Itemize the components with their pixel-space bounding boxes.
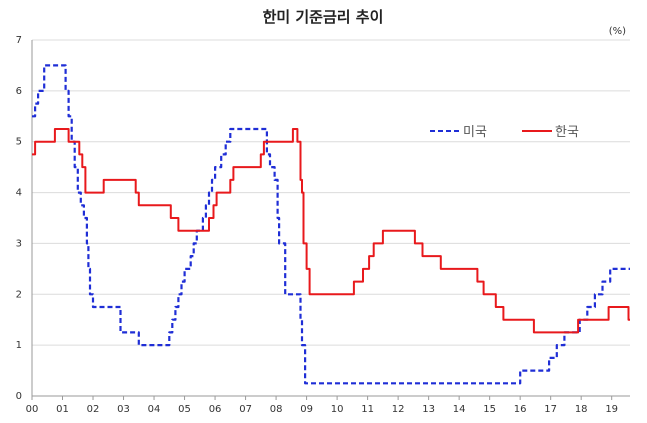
x-tick-label: 18 [575,404,588,415]
x-tick-label: 17 [544,404,557,415]
series-lines [32,64,630,385]
y-tick-labels: 0 1 2 3 4 5 6 7 [16,35,22,402]
x-tick-label: 04 [148,404,161,415]
x-tick-label: 12 [392,404,405,415]
series-line-korea [32,128,630,334]
legend-label: 미국 [463,125,487,140]
x-tick-label: 15 [483,404,496,415]
x-tick-labels: 00 01 02 03 04 05 06 07 08 09 10 11 12 13 14 15 16 17 18 19 [26,404,618,415]
x-tick-label: 10 [331,404,344,415]
legend-label: 한국 [555,125,579,140]
x-tick-label: 07 [239,404,252,415]
grid-lines [32,39,630,346]
x-tick-label: 02 [87,404,100,415]
y-tick-label: 1 [16,340,22,351]
x-tick-label: 06 [209,404,222,415]
unit-label: (%) [609,26,626,37]
x-tick-label: 00 [26,404,39,415]
x-tick-label: 08 [270,404,283,415]
legend: 미국 한국 [430,125,579,140]
x-tick-label: 16 [514,404,527,415]
x-tick-label: 19 [605,404,618,415]
x-tick-label: 05 [178,404,191,415]
series-line-us [32,64,630,385]
y-tick-label: 3 [16,238,22,249]
y-tick-label: 5 [16,137,22,148]
y-tick-label: 6 [16,86,22,97]
y-tick-label: 0 [16,391,22,402]
x-tick-label: 03 [117,404,130,415]
axes [31,40,630,400]
x-tick-label: 13 [422,404,435,415]
y-tick-label: 7 [16,35,22,46]
chart-title: 한미 기준금리 추이 [263,8,384,26]
y-tick-label: 2 [16,289,22,300]
x-tick-label: 14 [453,404,466,415]
x-tick-label: 11 [361,404,374,415]
x-tick-label: 09 [300,404,313,415]
y-tick-label: 4 [16,188,22,199]
x-tick-label: 01 [56,404,69,415]
